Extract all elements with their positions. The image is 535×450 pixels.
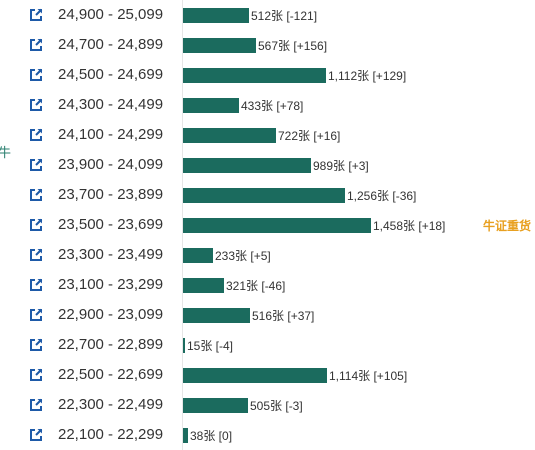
- count-label: 516张 [+37]: [252, 309, 315, 323]
- count-label: 567张 [+156]: [258, 39, 328, 53]
- external-link-icon[interactable]: [29, 158, 43, 172]
- external-link-icon[interactable]: [29, 8, 43, 22]
- list-item: 24,100 - 24,299 722张 [+16]: [0, 120, 535, 150]
- external-link-icon[interactable]: [29, 248, 43, 262]
- count-label: 321张 [-46]: [226, 279, 286, 293]
- count-label: 1,256张 [-36]: [347, 189, 417, 203]
- list-item: 23,700 - 23,899 1,256张 [-36]: [0, 180, 535, 210]
- price-range-label: 24,900 - 25,099: [58, 6, 164, 23]
- external-link-icon[interactable]: [29, 428, 43, 442]
- left-edge-label: 牛: [0, 145, 12, 160]
- count-bar: [183, 308, 250, 323]
- external-link-icon[interactable]: [29, 38, 43, 52]
- price-range-label: 23,100 - 23,299: [58, 276, 164, 293]
- count-label: 1,114张 [+105]: [329, 369, 408, 383]
- price-range-label: 23,900 - 24,099: [58, 156, 164, 173]
- count-label: 15张 [-4]: [187, 339, 234, 353]
- count-bar: [183, 428, 188, 443]
- external-link-icon[interactable]: [29, 398, 43, 412]
- list-item: 24,900 - 25,099 512张 [-121]: [0, 0, 535, 30]
- count-bar: [183, 188, 345, 203]
- list-item: 22,100 - 22,299 38张 [0]: [0, 420, 535, 450]
- axis-line: [182, 0, 183, 450]
- list-item: 22,900 - 23,099 516张 [+37]: [0, 300, 535, 330]
- count-bar: [183, 398, 248, 413]
- external-link-icon[interactable]: [29, 368, 43, 382]
- external-link-icon[interactable]: [29, 218, 43, 232]
- price-range-label: 22,100 - 22,299: [58, 426, 164, 443]
- count-bar: [183, 218, 371, 233]
- list-item: 23,500 - 23,699 1,458张 [+18] 牛证重货: [0, 210, 535, 240]
- price-range-label: 22,500 - 22,699: [58, 366, 164, 383]
- external-link-icon[interactable]: [29, 308, 43, 322]
- price-range-label: 22,300 - 22,499: [58, 396, 164, 413]
- external-link-icon[interactable]: [29, 278, 43, 292]
- count-bar: [183, 38, 256, 53]
- external-link-icon[interactable]: [29, 338, 43, 352]
- external-link-icon[interactable]: [29, 188, 43, 202]
- price-range-label: 24,500 - 24,699: [58, 66, 164, 83]
- status-badge: 牛证重货: [482, 219, 531, 233]
- count-bar: [183, 8, 249, 23]
- list-item: 23,900 - 24,099 989张 [+3]: [0, 150, 535, 180]
- count-bar: [183, 98, 239, 113]
- list-item: 24,300 - 24,499 433张 [+78]: [0, 90, 535, 120]
- count-bar: [183, 68, 326, 83]
- count-label: 1,112张 [+129]: [328, 69, 407, 83]
- count-label: 722张 [+16]: [278, 129, 341, 143]
- price-range-label: 23,300 - 23,499: [58, 246, 164, 263]
- price-range-label: 22,900 - 23,099: [58, 306, 164, 323]
- price-range-label: 23,500 - 23,699: [58, 216, 164, 233]
- count-label: 233张 [+5]: [215, 249, 271, 263]
- count-label: 433张 [+78]: [241, 99, 304, 113]
- price-range-label: 24,700 - 24,899: [58, 36, 164, 53]
- price-range-label: 24,100 - 24,299: [58, 126, 164, 143]
- list-item: 23,100 - 23,299 321张 [-46]: [0, 270, 535, 300]
- count-label: 989张 [+3]: [313, 159, 369, 173]
- external-link-icon[interactable]: [29, 68, 43, 82]
- count-bar: [183, 128, 276, 143]
- count-label: 38张 [0]: [190, 429, 233, 443]
- count-bar: [183, 158, 311, 173]
- list-item: 24,500 - 24,699 1,112张 [+129]: [0, 60, 535, 90]
- price-range-label: 23,700 - 23,899: [58, 186, 164, 203]
- external-link-icon[interactable]: [29, 98, 43, 112]
- price-range-label: 22,700 - 22,899: [58, 336, 164, 353]
- price-range-label: 24,300 - 24,499: [58, 96, 164, 113]
- count-bar: [183, 248, 213, 263]
- count-label: 1,458张 [+18]: [373, 219, 446, 233]
- count-label: 512张 [-121]: [251, 9, 318, 23]
- list-item: 23,300 - 23,499 233张 [+5]: [0, 240, 535, 270]
- list-item: 22,500 - 22,699 1,114张 [+105]: [0, 360, 535, 390]
- list-item: 24,700 - 24,899 567张 [+156]: [0, 30, 535, 60]
- count-bar: [183, 338, 185, 353]
- list-item: 22,300 - 22,499 505张 [-3]: [0, 390, 535, 420]
- external-link-icon[interactable]: [29, 128, 43, 142]
- count-bar: [183, 278, 224, 293]
- count-bar: [183, 368, 327, 383]
- list-item: 22,700 - 22,899 15张 [-4]: [0, 330, 535, 360]
- count-label: 505张 [-3]: [250, 399, 303, 413]
